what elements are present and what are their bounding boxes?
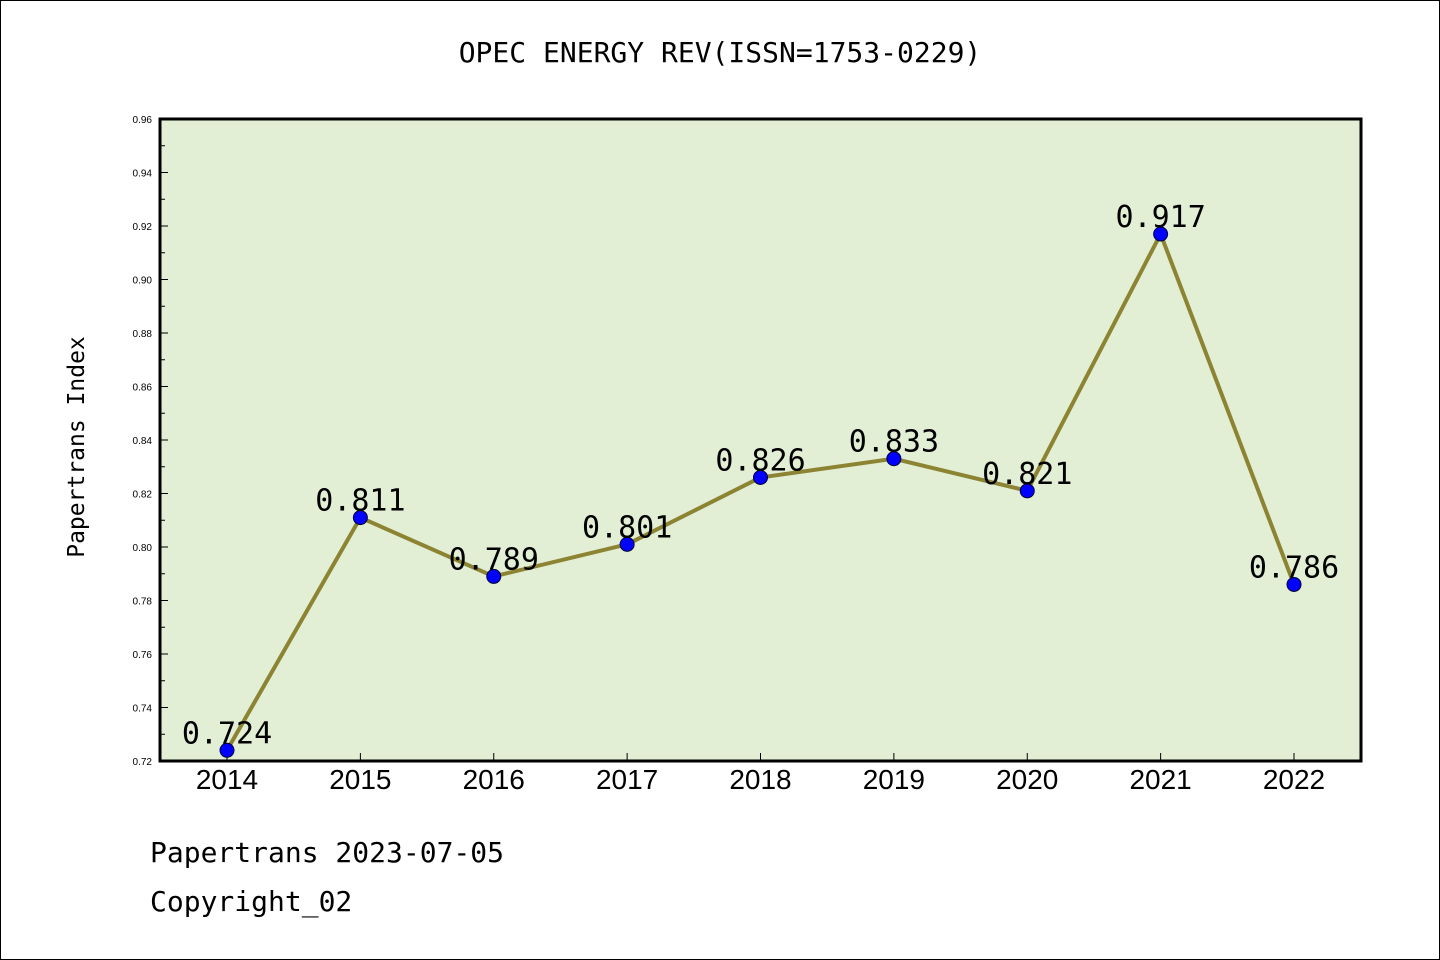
y-tick-label: 0.86 (133, 383, 153, 394)
y-tick-label: 0.74 (133, 704, 153, 715)
data-point (1019, 483, 1035, 499)
y-tick-label: 0.82 (133, 490, 153, 501)
data-label: 0.917 (1115, 200, 1205, 235)
data-point (219, 742, 235, 758)
data-point (486, 568, 502, 584)
chart-title: OPEC ENERGY REV(ISSN=1753-0229) (458, 36, 982, 69)
y-tick-label: 0.76 (133, 650, 153, 661)
data-label: 0.789 (449, 542, 539, 577)
y-tick-label: 0.94 (133, 169, 153, 180)
footer-copyright: Copyright_02 (150, 885, 353, 918)
data-label: 0.786 (1249, 550, 1339, 585)
y-tick-label: 0.90 (133, 276, 153, 287)
y-tick-label: 0.80 (133, 543, 153, 554)
y-axis-label: Papertrans Index (64, 336, 90, 558)
data-labels: 0.724 0.811 0.789 0.801 0.826 0.833 0.821 0.917… (182, 200, 1339, 751)
data-label: 0.811 (315, 484, 405, 519)
y-tick-label: 0.78 (133, 597, 153, 608)
data-point (1153, 226, 1169, 242)
x-tick-label: 2016 (463, 764, 525, 795)
x-tick-label: 2021 (1129, 764, 1191, 795)
y-tick-label: 0.96 (133, 115, 153, 126)
data-point (619, 536, 635, 552)
x-tick-label: 2020 (996, 764, 1058, 795)
series-markers (219, 226, 1302, 758)
data-label: 0.801 (582, 510, 672, 545)
x-tick-label: 2017 (596, 764, 658, 795)
x-tick-label: 2019 (863, 764, 925, 795)
y-tick-label: 0.72 (133, 757, 153, 768)
x-tick-label: 2018 (729, 764, 791, 795)
y-tick-label: 0.84 (133, 436, 153, 447)
y-axis: 0.72 0.74 0.76 0.78 0.80 0.82 0.84 0.86 0.88 0.90… (133, 115, 168, 768)
data-point (352, 510, 368, 526)
x-tick-label: 2015 (329, 764, 391, 795)
plot-area (158, 117, 1363, 763)
data-point (1286, 576, 1302, 592)
data-point (753, 469, 768, 485)
y-tick-label: 0.88 (133, 329, 153, 340)
data-label: 0.821 (982, 457, 1072, 492)
data-point (886, 451, 902, 467)
x-axis: 2014 2015 2016 2017 2018 2019 2020 2021 2022 (196, 753, 1325, 795)
data-label: 0.826 (715, 443, 805, 478)
y-tick-label: 0.92 (133, 222, 153, 233)
data-label: 0.724 (182, 716, 272, 751)
footer-date: Papertrans 2023-07-05 (150, 836, 505, 869)
data-label: 0.833 (849, 425, 939, 460)
x-tick-label: 2014 (196, 764, 258, 795)
x-tick-label: 2022 (1263, 764, 1325, 795)
